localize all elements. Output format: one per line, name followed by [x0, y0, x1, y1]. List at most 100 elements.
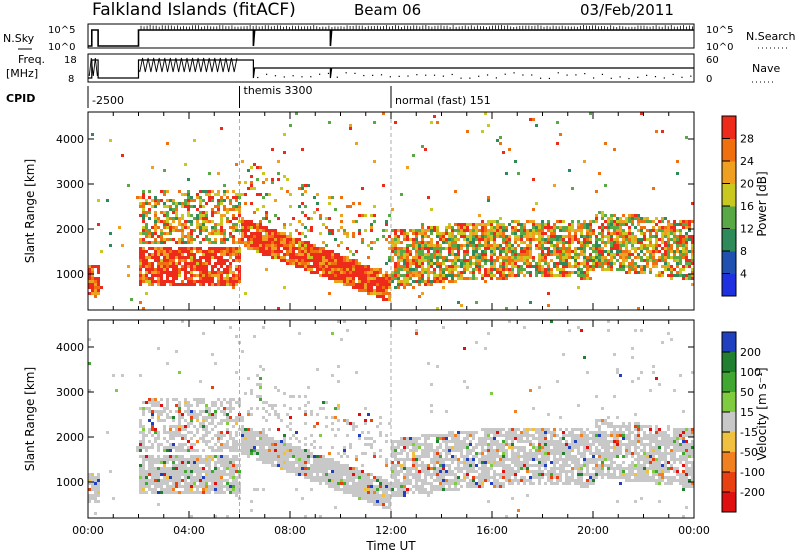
velocity-cell	[265, 440, 268, 443]
velocity-cell	[301, 449, 304, 452]
power-cell	[418, 229, 421, 232]
velocity-cell	[385, 500, 388, 503]
power-cell	[643, 244, 646, 247]
power-cell	[190, 277, 193, 280]
velocity-cell	[172, 479, 175, 482]
velocity-cell	[418, 485, 421, 488]
power-cell	[301, 244, 304, 247]
power-cell	[142, 265, 145, 268]
power-cell	[142, 307, 145, 310]
power-cell	[562, 271, 565, 274]
power-cell	[598, 247, 601, 250]
velocity-cell	[139, 467, 142, 470]
power-cell	[466, 250, 469, 253]
power-colorbar-tick-label: 24	[740, 155, 754, 168]
velocity-cell	[295, 449, 298, 452]
power-cell	[163, 268, 166, 271]
power-cell	[283, 151, 286, 154]
velocity-cell	[271, 404, 274, 407]
velocity-cell	[391, 446, 394, 449]
power-cell	[643, 232, 646, 235]
power-cell	[508, 259, 511, 262]
power-cell	[646, 229, 649, 232]
velocity-cell	[226, 479, 229, 482]
power-cell	[412, 256, 415, 259]
power-cell	[541, 250, 544, 253]
power-cell	[196, 226, 199, 229]
power-cell	[355, 286, 358, 289]
velocity-cell	[172, 461, 175, 464]
power-cell	[139, 247, 142, 250]
power-cell	[652, 247, 655, 250]
power-cell	[574, 250, 577, 253]
power-cell	[205, 274, 208, 277]
power-cell	[331, 271, 334, 274]
power-cell	[436, 256, 439, 259]
velocity-cell	[226, 482, 229, 485]
velocity-cell	[322, 458, 325, 461]
velocity-cell	[313, 470, 316, 473]
velocity-cell	[394, 464, 397, 467]
velocity-heatmap-cells	[88, 320, 694, 518]
power-cell	[316, 247, 319, 250]
power-cell	[244, 244, 247, 247]
power-cell	[277, 172, 280, 175]
velocity-cell	[157, 482, 160, 485]
velocity-cell	[394, 485, 397, 488]
power-cell	[628, 241, 631, 244]
power-cell	[385, 277, 388, 280]
velocity-cell	[394, 476, 397, 479]
power-cell	[556, 235, 559, 238]
power-cell	[604, 259, 607, 262]
power-cell	[181, 280, 184, 283]
power-cell	[178, 220, 181, 223]
power-cell	[529, 118, 532, 121]
velocity-cell	[331, 458, 334, 461]
power-cell	[394, 277, 397, 280]
velocity-cell	[88, 476, 91, 479]
power-cell	[514, 220, 517, 223]
power-cell	[208, 196, 211, 199]
velocity-cell	[178, 470, 181, 473]
power-cell	[268, 247, 271, 250]
velocity-cell	[97, 488, 100, 491]
power-cell	[196, 262, 199, 265]
power-cell	[472, 226, 475, 229]
power-cell	[394, 238, 397, 241]
power-cell	[313, 211, 316, 214]
power-cell	[175, 277, 178, 280]
velocity-cell	[151, 464, 154, 467]
power-cell	[301, 202, 304, 205]
power-cell	[682, 241, 685, 244]
power-cell	[475, 238, 478, 241]
velocity-cell	[178, 458, 181, 461]
power-cell	[361, 271, 364, 274]
power-cell	[160, 232, 163, 235]
power-cell	[424, 148, 427, 151]
velocity-cell	[235, 458, 238, 461]
power-cell	[367, 274, 370, 277]
velocity-cell	[229, 434, 232, 437]
velocity-cell	[208, 410, 211, 413]
power-cell	[661, 274, 664, 277]
power-cell	[604, 235, 607, 238]
power-cell	[298, 241, 301, 244]
velocity-cell	[427, 455, 430, 458]
velocity-cell	[205, 407, 208, 410]
power-cell	[397, 262, 400, 265]
power-cell	[247, 187, 250, 190]
power-cell	[643, 226, 646, 229]
power-cell	[427, 196, 430, 199]
power-cell	[625, 271, 628, 274]
power-cell	[415, 253, 418, 256]
power-cell	[208, 283, 211, 286]
power-cell	[550, 274, 553, 277]
velocity-cell	[262, 431, 265, 434]
power-cell	[415, 259, 418, 262]
power-cell	[493, 244, 496, 247]
power-cell	[235, 223, 238, 226]
velocity-cell	[175, 473, 178, 476]
power-cell	[475, 247, 478, 250]
power-cell	[391, 274, 394, 277]
velocity-cell	[292, 461, 295, 464]
